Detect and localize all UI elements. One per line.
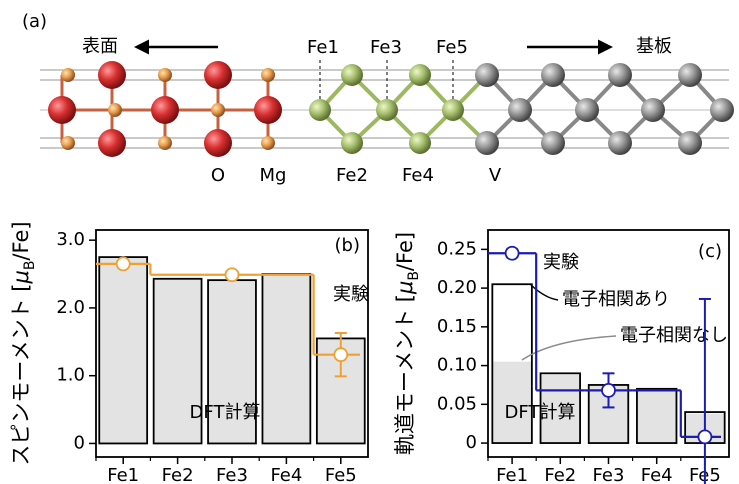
fe-atom bbox=[341, 64, 363, 86]
mg-atom bbox=[158, 136, 172, 150]
y-axis-label-part: /Fe] bbox=[393, 232, 417, 271]
x-tick-label: Fe2 bbox=[162, 465, 194, 484]
experiment-point bbox=[698, 430, 711, 443]
legend-label: 実験 bbox=[333, 284, 369, 305]
crystal-structure bbox=[40, 47, 734, 157]
experiment-point bbox=[602, 384, 615, 397]
o-atom bbox=[204, 129, 232, 157]
atom-label: Mg bbox=[260, 165, 287, 186]
fe-atom bbox=[376, 99, 398, 121]
x-tick-label: Fe3 bbox=[216, 465, 248, 484]
y-axis-label-part: /Fe] bbox=[9, 221, 33, 260]
y-tick-label: 0.15 bbox=[437, 316, 477, 337]
atom-label: Fe5 bbox=[436, 37, 468, 58]
y-axis-label-part: スピンモーメント [ bbox=[9, 284, 33, 466]
direction-label: 表面 bbox=[82, 36, 118, 57]
fe-atom bbox=[409, 64, 431, 86]
atom-label: O bbox=[211, 165, 225, 186]
y-tick-label: 0 bbox=[74, 432, 85, 453]
legend-label: 電子相関あり bbox=[562, 289, 670, 310]
y-tick-label: 1.0 bbox=[56, 365, 85, 386]
fe-atom bbox=[409, 132, 431, 154]
y-tick-label: 2.0 bbox=[56, 297, 85, 318]
panel-label: (a) bbox=[22, 11, 47, 32]
v-atom bbox=[575, 98, 599, 122]
y-axis-label-part: μ bbox=[9, 270, 33, 284]
mg-atom bbox=[61, 136, 75, 150]
o-atom bbox=[98, 61, 126, 89]
experiment-point bbox=[506, 247, 519, 260]
x-tick-label: Fe2 bbox=[544, 465, 576, 484]
v-atom bbox=[475, 131, 499, 155]
y-axis-label: 軌道モーメント [μB/Fe] bbox=[393, 232, 422, 455]
y-tick-label: 3.0 bbox=[56, 229, 85, 250]
y-axis-label: スピンモーメント [μB/Fe] bbox=[9, 221, 38, 465]
experiment-point bbox=[334, 348, 347, 361]
mg-atom bbox=[261, 68, 275, 82]
v-atom bbox=[508, 98, 532, 122]
v-atom bbox=[608, 63, 632, 87]
legend-label: 実験 bbox=[543, 252, 579, 273]
v-atom bbox=[608, 131, 632, 155]
y-axis-label-part: B bbox=[406, 271, 422, 281]
leader bbox=[531, 285, 558, 300]
legend-label: 電子相関なし bbox=[620, 325, 728, 346]
v-atom bbox=[678, 131, 702, 155]
v-atom bbox=[641, 98, 665, 122]
atom-label: Fe2 bbox=[336, 165, 368, 186]
atom-label: V bbox=[489, 165, 502, 186]
y-tick-label: 0.25 bbox=[437, 238, 477, 259]
v-atom bbox=[475, 63, 499, 87]
o-atom bbox=[98, 129, 126, 157]
o-atom bbox=[204, 61, 232, 89]
x-tick-label: Fe4 bbox=[270, 465, 302, 484]
x-tick-label: Fe5 bbox=[325, 465, 357, 484]
fe-atom bbox=[309, 99, 331, 121]
mg-atom bbox=[158, 68, 172, 82]
atom-label: Fe4 bbox=[402, 165, 434, 186]
panel-label: (b) bbox=[335, 235, 360, 256]
v-atom bbox=[678, 63, 702, 87]
fe-atom bbox=[442, 99, 464, 121]
fe-atom bbox=[341, 132, 363, 154]
y-tick-label: 0.05 bbox=[437, 393, 477, 414]
bar bbox=[637, 389, 677, 443]
v-atom bbox=[541, 63, 565, 87]
atom-label: Fe1 bbox=[307, 37, 339, 58]
x-tick-label: Fe1 bbox=[496, 465, 528, 484]
mg-atom bbox=[261, 136, 275, 150]
direction-label: 基板 bbox=[636, 36, 672, 57]
experiment-point bbox=[226, 268, 239, 281]
o-atom bbox=[254, 96, 282, 124]
mg-atom bbox=[211, 103, 225, 117]
bar bbox=[99, 257, 147, 443]
x-tick-label: Fe1 bbox=[107, 465, 139, 484]
x-tick-label: Fe3 bbox=[593, 465, 625, 484]
annotation: DFT計算 bbox=[190, 402, 261, 423]
y-tick-label: 0.10 bbox=[437, 355, 477, 376]
v-atom bbox=[541, 131, 565, 155]
o-atom bbox=[48, 96, 76, 124]
x-tick-label: Fe4 bbox=[641, 465, 673, 484]
atom-label: Fe3 bbox=[370, 37, 402, 58]
figure: (a) 表面 基板 Fe1 Fe3 Fe5 O Mg Fe2 Fe4 V DFT計算 0 1.0 2.… bbox=[0, 0, 739, 484]
y-axis-label-part: μ bbox=[393, 281, 417, 295]
y-axis-label-part: B bbox=[22, 261, 38, 271]
bar bbox=[262, 274, 310, 443]
v-atom bbox=[710, 98, 734, 122]
mg-atom bbox=[61, 68, 75, 82]
panel-label: (c) bbox=[698, 241, 722, 262]
y-tick-label: 0.20 bbox=[437, 277, 477, 298]
y-axis-label-part: 軌道モーメント [ bbox=[393, 294, 417, 455]
mg-atom bbox=[108, 103, 122, 117]
o-atom bbox=[151, 96, 179, 124]
annotation: DFT計算 bbox=[505, 402, 576, 423]
y-tick-label: 0 bbox=[466, 432, 477, 453]
experiment-point bbox=[117, 257, 130, 270]
